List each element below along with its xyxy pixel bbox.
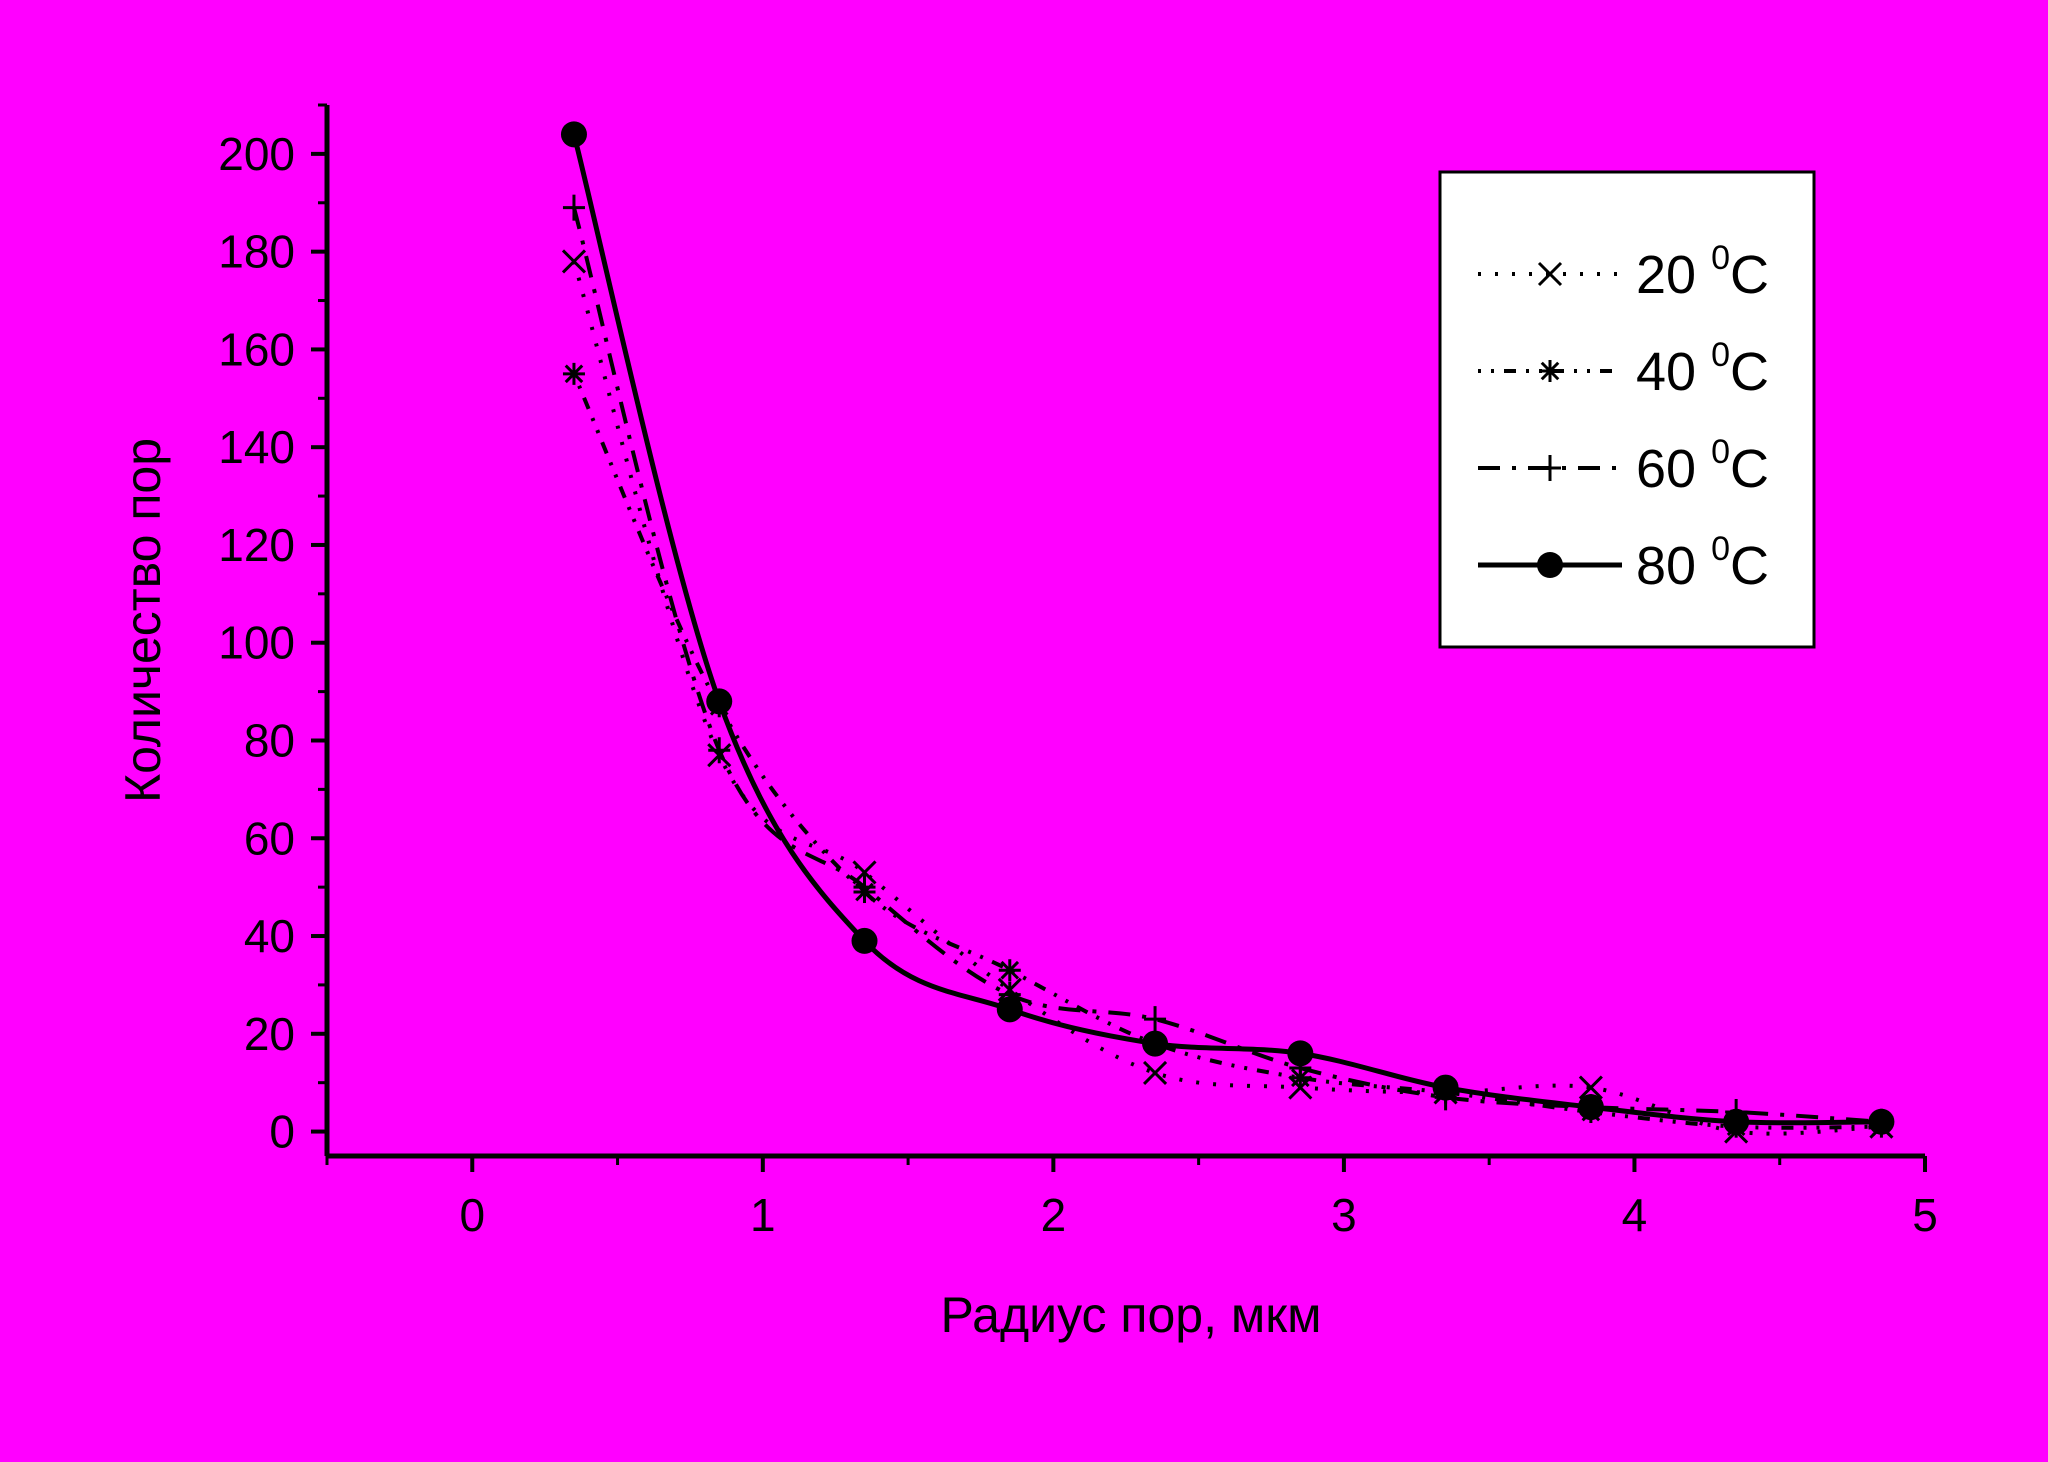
x-tick-label: 4 <box>1622 1189 1648 1241</box>
x-tick-label: 0 <box>459 1189 485 1241</box>
series-80 <box>560 121 1895 1135</box>
data-point <box>1287 1040 1314 1067</box>
y-tick-label: 160 <box>218 323 295 375</box>
legend-item: 40 0C <box>1478 336 1769 402</box>
data-point <box>708 737 731 764</box>
legend-box <box>1438 170 1816 649</box>
y-axis-title: Количество пор <box>115 438 171 803</box>
x-tick-label: 5 <box>1912 1189 1938 1241</box>
data-point <box>996 996 1023 1023</box>
legend-item: 80 0C <box>1478 530 1769 596</box>
x-tick-label: 1 <box>750 1189 776 1241</box>
data-point <box>1144 1006 1167 1033</box>
x-axis-title: Радиус пор, мкм <box>940 1287 1321 1343</box>
legend-marker <box>1537 552 1563 578</box>
data-point <box>851 927 878 954</box>
data-point <box>562 362 585 385</box>
axes: 0 1 2 3 4 5 0 20 40 60 80 100 120 140 160 180 200 <box>218 103 1938 1241</box>
x-tick-label: 2 <box>1041 1189 1067 1241</box>
legend-item: 20 0C <box>1478 239 1769 305</box>
legend-label: 80 0C <box>1636 530 1769 596</box>
data-point <box>706 688 733 715</box>
y-tick-label: 140 <box>218 421 295 473</box>
data-point <box>1723 1108 1750 1135</box>
data-point <box>1578 1075 1603 1100</box>
legend-marker <box>1537 261 1563 287</box>
data-point <box>562 194 585 221</box>
y-tick-label: 120 <box>218 519 295 571</box>
data-point <box>560 121 587 148</box>
data-point <box>998 959 1021 982</box>
y-tick-label: 200 <box>218 128 295 180</box>
y-tick-label: 40 <box>244 910 295 962</box>
y-tick-label: 80 <box>244 714 295 766</box>
y-tick-label: 0 <box>269 1106 295 1158</box>
x-tick-label: 3 <box>1331 1189 1357 1241</box>
legend: 20 0C 40 0C 60 0C 80 0C <box>1438 170 1816 649</box>
data-point <box>1577 1094 1604 1121</box>
legend-marker <box>1539 455 1561 481</box>
legend-label: 40 0C <box>1636 336 1769 402</box>
y-tick-label: 100 <box>218 617 295 669</box>
data-point <box>1142 1030 1169 1057</box>
y-tick-label: 180 <box>218 226 295 278</box>
data-point <box>1432 1074 1459 1101</box>
legend-item: 60 0C <box>1478 433 1769 499</box>
y-tick-label: 20 <box>244 1008 295 1060</box>
series-layer <box>560 121 1895 1144</box>
y-tick-label: 60 <box>244 812 295 864</box>
legend-label: 60 0C <box>1636 433 1769 499</box>
data-point <box>1142 1060 1168 1085</box>
data-point <box>561 249 587 274</box>
data-point <box>1868 1108 1895 1135</box>
legend-label: 20 0C <box>1636 239 1769 305</box>
data-point <box>853 874 876 901</box>
series-line <box>572 260 1882 1136</box>
legend-marker <box>1539 360 1561 382</box>
